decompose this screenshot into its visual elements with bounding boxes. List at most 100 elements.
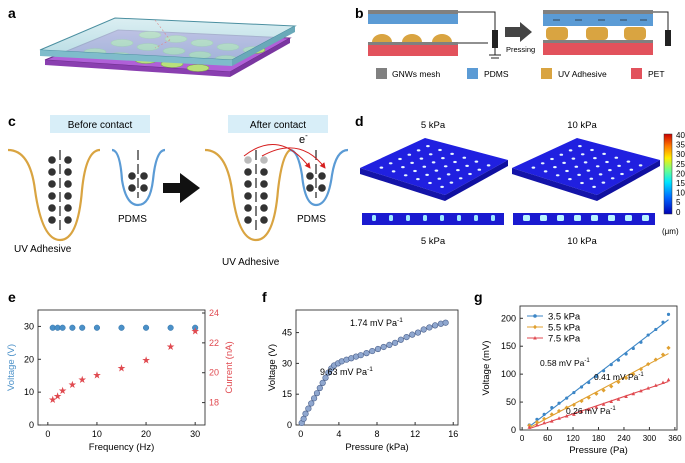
voltage-point <box>363 350 370 357</box>
annotation-low-sensitivity: 9.63 mV Pa-1 <box>320 366 373 377</box>
sim-dot <box>449 181 454 184</box>
voltage-point <box>426 324 433 331</box>
purple-substrate-edge <box>45 60 230 77</box>
sim-dot <box>614 156 619 159</box>
data-point-3-5kpa <box>661 320 665 324</box>
sim-dot <box>379 166 384 169</box>
data-point-5-5kpa <box>556 408 562 414</box>
data-point-5-5kpa <box>601 388 606 393</box>
sim-dot <box>578 145 582 148</box>
uv-domes-left <box>372 34 452 42</box>
sim-dot <box>388 162 393 165</box>
x-tick-label: 60 <box>543 434 552 443</box>
cross-section-bump <box>625 215 632 221</box>
panel-e: e 0 10 20 30 0 10 20 30 18 20 22 24 Frequency (Hz) Vo… <box>6 289 235 453</box>
y-tick-label-left: 20 <box>24 354 34 364</box>
voltage-point <box>403 334 410 341</box>
data-point-7-5kpa <box>639 388 643 393</box>
data-point-3-5kpa <box>639 340 643 344</box>
legend-label: 5.5 kPa <box>548 323 581 334</box>
data-point-3-5kpa <box>601 369 606 373</box>
data-point-3-5kpa <box>666 312 671 316</box>
voltage-point <box>167 324 174 331</box>
voltage-point <box>409 331 416 338</box>
voltage-point <box>313 390 321 397</box>
data-point-5-5kpa <box>609 384 614 389</box>
sim-dot <box>589 177 594 180</box>
sim-dot <box>550 157 554 161</box>
sim-dot <box>531 166 536 169</box>
sim-dot <box>593 157 597 160</box>
sim-dot <box>462 156 467 159</box>
y-tick-label-right: 24 <box>209 308 219 318</box>
d-top-right-label: 10 kPa <box>567 120 597 131</box>
legend-gnws: GNWs mesh <box>392 69 440 79</box>
sim-dot <box>577 173 581 176</box>
voltage-point <box>369 347 376 355</box>
resistor-left <box>492 30 498 48</box>
sim-dot <box>583 161 588 164</box>
y-tick-label: 50 <box>506 397 516 407</box>
electron-symbol: e- <box>299 131 308 146</box>
data-point-5-5kpa <box>594 391 599 396</box>
sim-dot <box>443 165 448 168</box>
data-point-5-5kpa <box>571 402 577 407</box>
y-tick-label: 30 <box>282 358 292 368</box>
data-point-5-5kpa <box>646 361 651 367</box>
sim-dot <box>440 185 444 188</box>
legend-swatch-pdms <box>467 68 478 79</box>
sim-dot <box>416 178 420 181</box>
y-tick-label: 15 <box>282 389 292 399</box>
sim-dot <box>590 148 594 152</box>
voltage-point <box>93 324 100 331</box>
data-point-7-5kpa <box>624 394 628 398</box>
data-point-5-5kpa <box>549 412 554 417</box>
sim-dot <box>638 164 643 167</box>
current-point: ★ <box>142 356 151 367</box>
data-point-7-5kpa <box>616 397 621 401</box>
sim-dot <box>586 169 591 172</box>
panel-label-b: b <box>355 5 364 21</box>
voltage-point <box>300 415 307 422</box>
sim-dot <box>465 164 469 167</box>
data-point-7-5kpa <box>631 391 636 396</box>
cross-section-bump <box>591 215 598 221</box>
data-point-3-5kpa <box>631 346 635 351</box>
sim-dot <box>617 164 621 167</box>
sim-dot <box>426 145 430 148</box>
current-point: ★ <box>58 386 67 397</box>
current-point: ★ <box>117 364 126 375</box>
sim-dot <box>410 161 414 164</box>
data-point-7-5kpa <box>661 380 665 385</box>
uv-adhesive-label-1: UV Adhesive <box>14 244 72 255</box>
electrons-pdms-before <box>128 172 148 192</box>
sim-dot <box>629 168 634 171</box>
pet-layer-right <box>543 43 653 55</box>
sim-dot <box>601 181 606 184</box>
y-tick-label-right: 20 <box>209 368 219 378</box>
chart-g: 0 60 120 180 240 300 360 0 50 100 150 200 Pressure (… <box>481 305 682 456</box>
voltage-point <box>392 339 399 346</box>
pdms-label-2: PDMS <box>297 214 326 225</box>
pressing-arrow <box>505 22 532 42</box>
sim-dot <box>458 177 463 180</box>
sim-dot <box>543 170 548 173</box>
voltage-point <box>316 384 323 392</box>
colorbar <box>663 133 673 215</box>
colorbar-tick-label: 5 <box>676 198 681 207</box>
uv-potential-well-after <box>204 148 291 242</box>
y-tick-label-left: 0 <box>29 420 34 430</box>
annotation-slope-5-5kpa: 0.41 mV Pa-1 <box>594 372 644 382</box>
data-point-7-5kpa <box>572 412 576 416</box>
panel-label-a: a <box>8 5 16 21</box>
sim-dot <box>407 153 412 156</box>
sim-dot <box>559 153 564 156</box>
cross-section-bump <box>372 215 376 221</box>
sim-dot <box>398 157 402 161</box>
sim-dot <box>403 174 408 177</box>
voltage-point <box>311 395 318 402</box>
sim-dot <box>425 173 429 176</box>
y-tick-label: 200 <box>501 313 516 323</box>
sim-dot <box>626 160 631 163</box>
